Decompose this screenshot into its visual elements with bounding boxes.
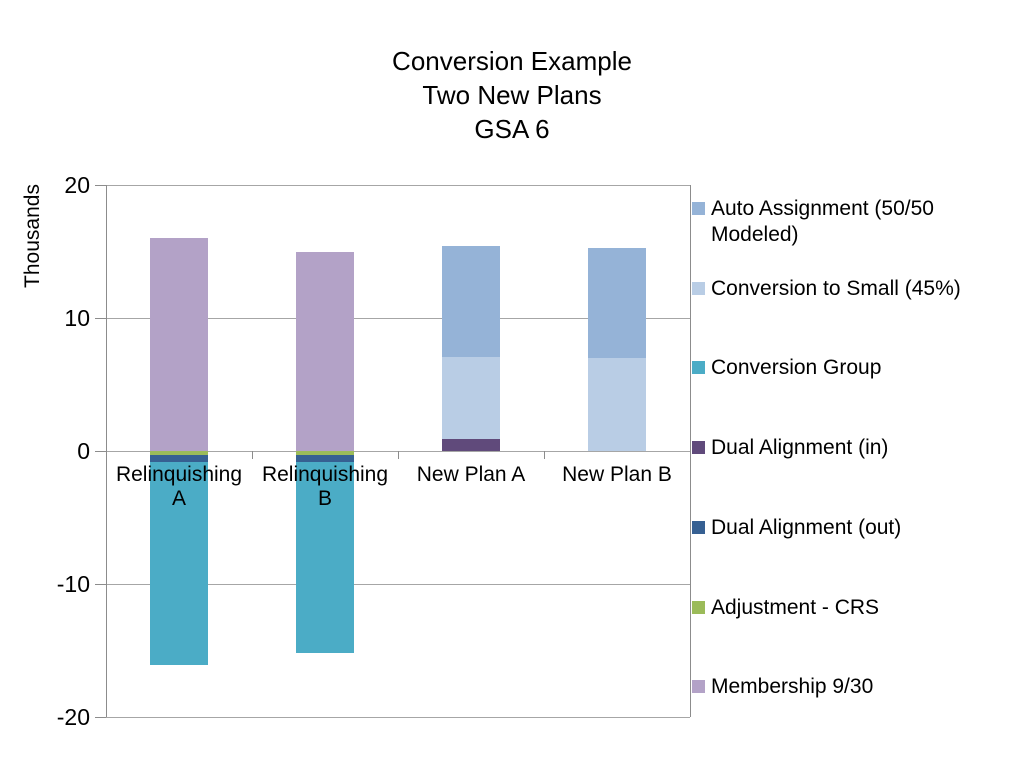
x-axis-tick xyxy=(398,451,399,459)
legend-label: Conversion to Small (45%) xyxy=(711,276,961,300)
gridline xyxy=(106,317,690,319)
bar-segment xyxy=(150,461,208,666)
x-axis-tick xyxy=(544,451,545,459)
chart-title-line: GSA 6 xyxy=(474,114,550,144)
bar-segment xyxy=(588,247,646,358)
y-axis-tick xyxy=(95,184,106,186)
legend-item: Dual Alignment (out) xyxy=(692,515,1022,541)
category-label: Relinquishing B xyxy=(261,463,389,510)
legend-label: Adjustment - CRS xyxy=(711,595,880,619)
bar-segment xyxy=(150,454,208,462)
y-axis-tick xyxy=(95,716,106,718)
bar-segment xyxy=(150,238,208,451)
y-tick-label: 10 xyxy=(64,305,90,331)
bar-segment xyxy=(296,251,354,451)
legend-item: Conversion to Small (45%) xyxy=(692,276,1022,302)
bar-segment xyxy=(442,356,500,440)
legend-swatch xyxy=(692,202,705,215)
gridline xyxy=(106,583,690,585)
legend-label: Dual Alignment (in) xyxy=(711,436,889,460)
legend-item: Adjustment - CRS xyxy=(692,595,1022,621)
legend-label: Auto Assignment (50/50 Modeled) xyxy=(711,197,934,246)
legend-swatch xyxy=(692,600,705,614)
y-axis-tick xyxy=(95,450,106,452)
chart-title-line: Conversion Example xyxy=(392,46,632,76)
legend-label: Conversion Group xyxy=(711,356,882,380)
bar-segment xyxy=(296,454,354,462)
category-label: New Plan B xyxy=(562,463,672,486)
bar-segment xyxy=(150,451,208,455)
chart-title-line: Two New Plans xyxy=(422,80,602,110)
bar-segment xyxy=(442,246,500,357)
legend-swatch xyxy=(692,680,705,694)
legend-swatch xyxy=(692,441,705,455)
bar-segment xyxy=(588,357,646,451)
y-axis-tick xyxy=(95,317,106,319)
y-tick-label: -20 xyxy=(56,704,90,730)
gridline xyxy=(106,716,690,718)
legend-item: Auto Assignment (50/50 Modeled) xyxy=(692,196,1022,248)
legend-item: Membership 9/30 xyxy=(692,674,1022,700)
legend-swatch xyxy=(692,361,705,375)
y-tick-label: 0 xyxy=(77,438,90,464)
gridline xyxy=(106,184,690,186)
x-axis-tick xyxy=(252,451,253,459)
legend-item: Conversion Group xyxy=(692,355,1022,381)
y-axis-line xyxy=(106,185,107,717)
y-tick-label: 20 xyxy=(64,172,90,198)
y-axis-tick xyxy=(95,583,106,585)
y-tick-label: -10 xyxy=(56,571,90,597)
x-axis-tick xyxy=(690,451,691,459)
legend-label: Membership 9/30 xyxy=(711,675,874,699)
bar-segment xyxy=(296,451,354,455)
legend-swatch xyxy=(692,520,705,534)
bar-segment xyxy=(442,439,500,451)
chart-title: Conversion Example Two New Plans GSA 6 xyxy=(0,44,1024,146)
bar-segment xyxy=(296,461,354,654)
legend-label: Dual Alignment (out) xyxy=(711,515,902,539)
category-label: Relinquishing A xyxy=(115,463,243,510)
category-label: New Plan A xyxy=(416,463,526,486)
legend-item: Dual Alignment (in) xyxy=(692,435,1022,461)
legend-swatch xyxy=(692,281,705,295)
